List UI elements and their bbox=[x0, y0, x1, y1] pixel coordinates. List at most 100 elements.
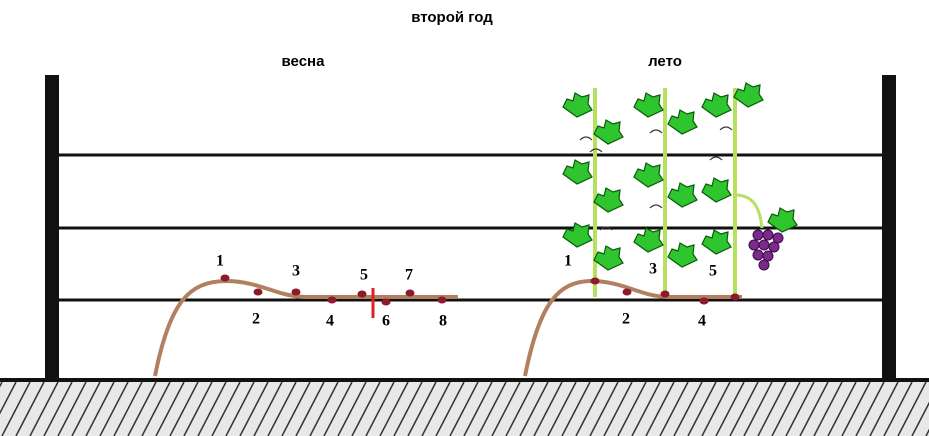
hatch bbox=[127, 381, 157, 436]
hatch bbox=[141, 381, 171, 436]
bud bbox=[660, 290, 670, 298]
grape bbox=[762, 229, 774, 241]
hatch bbox=[113, 381, 143, 436]
hatch bbox=[267, 381, 297, 436]
bud bbox=[291, 288, 301, 296]
tendril bbox=[589, 148, 603, 153]
tendril bbox=[719, 126, 733, 131]
grape bbox=[768, 241, 780, 253]
hatch bbox=[743, 381, 773, 436]
hatch bbox=[491, 381, 521, 436]
summer-vine bbox=[523, 82, 798, 377]
hatch bbox=[897, 381, 927, 436]
hatch bbox=[645, 381, 675, 436]
leaf bbox=[667, 109, 698, 135]
hatch bbox=[813, 381, 843, 436]
bud-labels: 1 2 3 4 5 6 7 8 1 2 3 4 5 bbox=[216, 253, 740, 330]
hatch bbox=[295, 381, 325, 436]
leaf bbox=[633, 162, 664, 188]
hatch bbox=[281, 381, 311, 436]
bud bbox=[405, 289, 415, 297]
hatch bbox=[827, 381, 857, 436]
bud-number: 5 bbox=[360, 267, 368, 284]
hatch bbox=[99, 381, 129, 436]
bud bbox=[622, 288, 632, 296]
tendril bbox=[649, 204, 663, 209]
tendril bbox=[599, 226, 613, 231]
bud bbox=[357, 290, 367, 298]
leaf bbox=[667, 242, 698, 268]
leaf bbox=[593, 119, 624, 145]
hatch bbox=[841, 381, 871, 436]
hatch bbox=[589, 381, 619, 436]
tendril-stem bbox=[734, 193, 764, 229]
hatch bbox=[799, 381, 829, 436]
leaf bbox=[593, 187, 624, 213]
hatch bbox=[771, 381, 801, 436]
hatch bbox=[15, 381, 45, 436]
bud bbox=[699, 297, 709, 305]
hatch bbox=[155, 381, 185, 436]
hatch bbox=[547, 381, 577, 436]
leaf bbox=[767, 207, 798, 233]
leaf bbox=[667, 182, 698, 208]
hatch bbox=[477, 381, 507, 436]
hatch bbox=[85, 381, 115, 436]
summer-label: лето bbox=[648, 53, 682, 70]
grape bbox=[758, 259, 770, 271]
bud-number: 6 bbox=[382, 313, 390, 330]
hatch bbox=[575, 381, 605, 436]
bud bbox=[327, 296, 337, 304]
hatch bbox=[309, 381, 339, 436]
bud bbox=[220, 274, 230, 282]
hatch bbox=[29, 381, 59, 436]
hatch bbox=[729, 381, 759, 436]
hatch bbox=[379, 381, 409, 436]
leaf bbox=[633, 227, 664, 253]
hatch bbox=[43, 381, 73, 436]
hatch bbox=[337, 381, 367, 436]
hatch bbox=[659, 381, 689, 436]
bud bbox=[590, 277, 600, 285]
hatch bbox=[519, 381, 549, 436]
title: второй год bbox=[411, 9, 493, 26]
bud-number: 8 bbox=[439, 313, 447, 330]
bud-number: 1 bbox=[564, 253, 572, 270]
bud bbox=[437, 296, 447, 304]
tendril bbox=[709, 156, 723, 161]
leaf bbox=[701, 92, 732, 118]
hatch bbox=[757, 381, 787, 436]
hatch bbox=[169, 381, 199, 436]
hatch bbox=[631, 381, 661, 436]
grape bbox=[748, 239, 760, 251]
bud-number: 2 bbox=[252, 311, 260, 328]
leaf bbox=[701, 229, 732, 255]
hatch bbox=[421, 381, 451, 436]
leaf bbox=[701, 177, 732, 203]
leaf bbox=[733, 82, 764, 108]
post bbox=[882, 75, 896, 380]
hatch bbox=[225, 381, 255, 436]
tendril bbox=[579, 136, 593, 141]
hatch bbox=[533, 381, 563, 436]
hatch bbox=[883, 381, 913, 436]
hatch bbox=[603, 381, 633, 436]
spring-label: весна bbox=[282, 53, 326, 70]
trellis bbox=[45, 75, 896, 380]
hatch bbox=[71, 381, 101, 436]
hatch bbox=[701, 381, 731, 436]
hatch bbox=[785, 381, 815, 436]
leaf bbox=[633, 92, 664, 118]
hatch bbox=[407, 381, 437, 436]
bud bbox=[253, 288, 263, 296]
bud-number: 2 bbox=[622, 311, 630, 328]
hatch bbox=[57, 381, 87, 436]
hatch bbox=[435, 381, 465, 436]
hatch bbox=[715, 381, 745, 436]
bud bbox=[381, 298, 391, 306]
grape bbox=[762, 250, 774, 262]
bud bbox=[730, 293, 740, 301]
bud-number: 3 bbox=[292, 263, 300, 280]
hatch bbox=[183, 381, 213, 436]
tendril bbox=[649, 129, 663, 134]
